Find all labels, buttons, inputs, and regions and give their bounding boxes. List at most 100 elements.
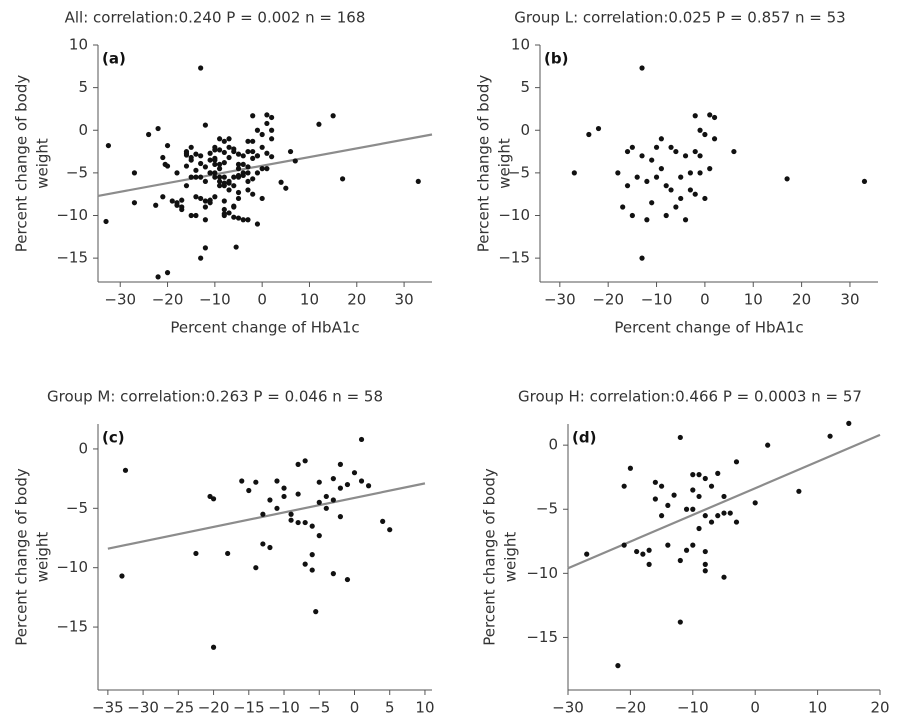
point	[668, 187, 674, 193]
point	[246, 487, 252, 494]
point	[250, 155, 256, 161]
point	[212, 161, 218, 167]
x-tick-label: −30	[544, 291, 576, 309]
point	[131, 200, 138, 206]
point	[221, 211, 227, 217]
point	[250, 113, 256, 119]
point	[721, 493, 727, 500]
point	[216, 178, 223, 185]
point	[202, 204, 208, 210]
point	[690, 487, 696, 493]
point	[235, 215, 242, 221]
y-tick-label: −10	[526, 564, 558, 582]
point	[584, 551, 590, 557]
point	[153, 202, 159, 208]
point	[264, 112, 270, 118]
point	[212, 174, 218, 180]
point	[193, 550, 199, 557]
point	[708, 483, 715, 489]
point	[665, 542, 671, 548]
point	[316, 479, 322, 485]
point	[731, 148, 737, 155]
point	[122, 467, 129, 473]
point	[707, 112, 713, 118]
point	[160, 194, 166, 200]
panel-label: (d)	[572, 429, 596, 447]
point	[678, 174, 684, 180]
point	[663, 183, 669, 189]
y-tick-label: −15	[56, 618, 88, 636]
point	[358, 436, 365, 443]
point	[646, 547, 652, 553]
point	[269, 114, 275, 121]
x-tick-label: −20	[615, 699, 647, 717]
point	[677, 557, 683, 564]
point	[183, 183, 190, 189]
point	[253, 479, 259, 485]
point	[652, 479, 658, 485]
y-tick-label: 5	[520, 78, 530, 96]
point	[221, 149, 227, 156]
point	[212, 194, 218, 200]
point	[254, 127, 261, 133]
point	[269, 127, 275, 133]
point	[344, 576, 351, 583]
point	[264, 166, 270, 172]
point	[708, 519, 715, 525]
point	[702, 561, 708, 567]
point	[231, 183, 237, 189]
point	[316, 499, 322, 505]
point	[715, 513, 721, 519]
point	[330, 571, 336, 577]
x-tick-label: −5	[308, 699, 330, 717]
x-tick-label: −15	[233, 699, 265, 717]
y-tick-label: 0	[78, 121, 88, 139]
y-axis-label: Percent change of body	[481, 468, 499, 646]
point	[226, 154, 232, 161]
point	[615, 663, 621, 669]
x-tick-label: −20	[198, 699, 230, 717]
point	[174, 200, 180, 206]
point	[193, 212, 199, 219]
y-tick-label: 0	[520, 121, 530, 139]
y-tick-label: 5	[78, 78, 88, 96]
point	[715, 470, 721, 476]
point	[274, 505, 280, 511]
point	[677, 619, 683, 625]
point	[210, 496, 217, 502]
point	[207, 157, 213, 163]
point	[649, 200, 655, 206]
point	[198, 174, 204, 180]
point	[711, 114, 718, 121]
point	[673, 148, 679, 155]
point	[337, 514, 343, 520]
point	[644, 178, 650, 185]
point	[323, 505, 329, 511]
point	[193, 151, 199, 157]
point	[226, 210, 232, 216]
point	[231, 214, 237, 220]
point	[207, 197, 213, 203]
point	[702, 475, 708, 482]
point	[233, 244, 239, 250]
point	[295, 491, 301, 497]
panel-title: All: correlation:0.240 P = 0.002 n = 168	[65, 9, 366, 27]
point	[861, 178, 868, 185]
y-axis-label: Percent change of body	[13, 468, 31, 646]
point	[169, 198, 175, 204]
y-axis-label: weight	[496, 138, 514, 189]
point	[351, 470, 358, 476]
x-tick-label: 0	[350, 699, 360, 717]
point	[358, 478, 365, 484]
point	[202, 217, 208, 223]
point	[193, 174, 199, 180]
point	[330, 476, 336, 482]
x-tick-label: 10	[808, 699, 827, 717]
point	[164, 270, 171, 276]
point	[216, 166, 223, 172]
point	[702, 513, 708, 519]
point	[620, 204, 626, 210]
point	[221, 180, 227, 186]
trend-line	[567, 433, 881, 570]
point	[707, 166, 713, 172]
